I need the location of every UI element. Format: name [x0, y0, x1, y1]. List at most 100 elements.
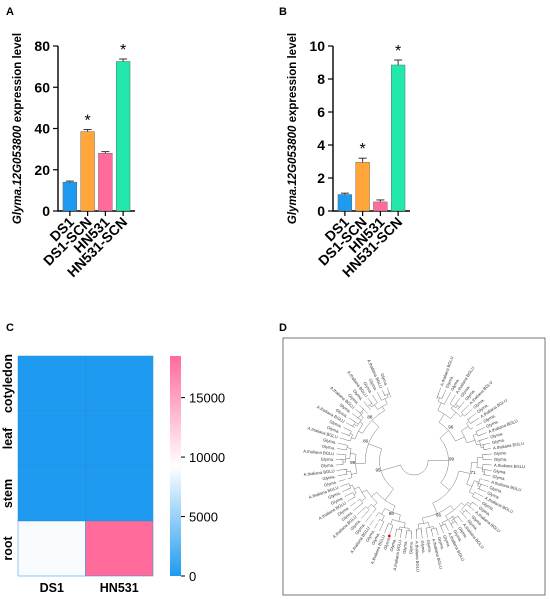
tree-branch — [467, 501, 472, 505]
tree-branch — [358, 430, 363, 434]
heatmap-c: cotyledon leaf stem root DS1 HN531 0 5000 10000 1… — [1, 354, 225, 595]
tree-branch — [453, 516, 455, 519]
tree-branch — [382, 406, 385, 411]
tree-leaf-label: Glyma. — [491, 437, 505, 445]
tree-leaf-branch — [441, 389, 447, 399]
heatmap-cell-stem-ds1 — [17, 465, 86, 522]
tree-branch — [466, 421, 470, 424]
tree-leaf-branch — [444, 523, 449, 532]
tree-leaf-label: Glyma. — [452, 529, 463, 543]
tree-arc — [399, 526, 410, 529]
tree-leaf-text: Glyma. — [382, 536, 391, 550]
bootstrap-value: 96 — [448, 425, 454, 430]
tree-branch — [445, 515, 448, 520]
tree-leaf-branch — [389, 527, 393, 536]
bootstrap-value: 99 — [449, 456, 455, 461]
tree-leaf-text: Glyma. — [426, 539, 433, 553]
tree-leaf-text: Glyma. — [408, 541, 413, 554]
tree-branch — [476, 467, 483, 469]
tree-branch — [460, 414, 464, 417]
tree-branch — [432, 502, 438, 514]
tree-branch — [371, 420, 380, 428]
tree-leaf-label: Glyma. — [336, 505, 350, 517]
tree-branch — [372, 508, 377, 514]
tree-leaf-branch — [343, 427, 351, 431]
tree-branch — [371, 492, 377, 497]
tree-leaf-text: A.thaliana BGLU — [493, 441, 525, 451]
tree-branch — [398, 514, 401, 522]
tree-branch — [461, 509, 465, 513]
tree-branch — [469, 491, 474, 495]
tree-branch — [374, 404, 378, 410]
tree-branch — [461, 426, 469, 432]
tree-leaf-text: Glyma. — [494, 457, 507, 462]
tree-leaf-branch — [377, 392, 381, 399]
tree-leaf-branch — [476, 422, 483, 426]
tree-branch — [346, 470, 351, 472]
tree-branch — [451, 520, 454, 523]
tree-leaf-text: Glyma. — [368, 378, 379, 392]
tree-leaf-branch — [481, 453, 492, 456]
highlight-marker — [387, 534, 391, 538]
b-bar-hn531-scn — [391, 64, 406, 212]
tree-leaf-branch — [365, 513, 373, 523]
tree-arc — [358, 486, 366, 499]
tree-branch — [399, 526, 401, 530]
b-y-tick-label-0: 0 — [317, 203, 325, 219]
tree-leaf-branch — [477, 493, 484, 497]
tree-leaf-text: Glyma. — [444, 375, 454, 389]
tree-leaf-label: Glyma. — [321, 457, 334, 462]
tree-leaf-text: Glyma. — [335, 407, 349, 418]
tree-branch — [477, 485, 481, 487]
tree-branch — [432, 526, 434, 529]
tree-leaf-text: Glyma. — [389, 538, 397, 552]
tree-branch — [438, 413, 445, 423]
tree-leaf-label: Glyma. — [382, 536, 391, 550]
tree-leaf-label: Glyma. — [457, 526, 469, 540]
tree-leaf-label: Glyma. — [490, 431, 504, 440]
tree-leaf-text: Glyma. — [478, 505, 492, 517]
tree-branch — [349, 484, 353, 487]
heatmap-cell-cotyledon-hn531 — [85, 355, 154, 412]
bootstrap-value: 66 — [436, 512, 442, 517]
tree-leaf-branch — [340, 484, 347, 487]
tree-leaf-text: Glyma. — [330, 495, 344, 506]
a-y-tick-label-0: 0 — [42, 203, 50, 219]
b-y-tick-label-5: 10 — [309, 38, 325, 54]
tree-arc — [469, 480, 475, 493]
tree-leaf-text: Glyma. — [457, 526, 469, 540]
tree-branch — [344, 444, 348, 446]
a-bar-ds1 — [62, 181, 77, 212]
tree-arc — [466, 462, 472, 485]
bootstrap-value: 86 — [363, 439, 369, 444]
colorbar-tick-label-1: 5000 — [189, 510, 218, 525]
tree-leaf-label: Glyma. — [494, 457, 507, 462]
tree-leaf-branch — [448, 519, 454, 529]
tree-leaf-branch — [451, 515, 459, 526]
tree-leaf-text: Glyma. — [323, 437, 337, 445]
tree-leaf-text: Glyma. — [442, 534, 452, 548]
tree-leaf-branch — [482, 474, 491, 477]
tree-leaf-branch — [476, 482, 488, 487]
bootstrap-value: 99 — [350, 460, 356, 465]
heatmap-row-label-root: root — [1, 536, 15, 561]
tree-branch — [357, 499, 361, 502]
tree-branch — [466, 483, 473, 487]
tree-arc — [354, 423, 364, 440]
tree-leaf-text: Glyma. — [362, 381, 373, 395]
tree-leaf-branch — [477, 487, 486, 492]
tree-leaf-text: Glyma. — [492, 474, 506, 481]
tree-leaf-text: A.thaliana BGLU — [392, 539, 402, 571]
b-bar-hn531 — [373, 201, 388, 212]
tree-leaf-label: Glyma. — [442, 534, 452, 548]
tree-branch — [381, 508, 386, 515]
tree-branch — [384, 488, 394, 501]
tree-leaf-label: Glyma. — [492, 474, 506, 481]
tree-branch — [361, 410, 364, 413]
tree-leaf-branch — [347, 496, 355, 502]
tree-branch — [437, 402, 442, 411]
tree-leaf-label: Glyma. — [380, 373, 389, 387]
tree-leaf-label: Glyma. — [408, 541, 413, 554]
tree-branch — [382, 521, 385, 525]
